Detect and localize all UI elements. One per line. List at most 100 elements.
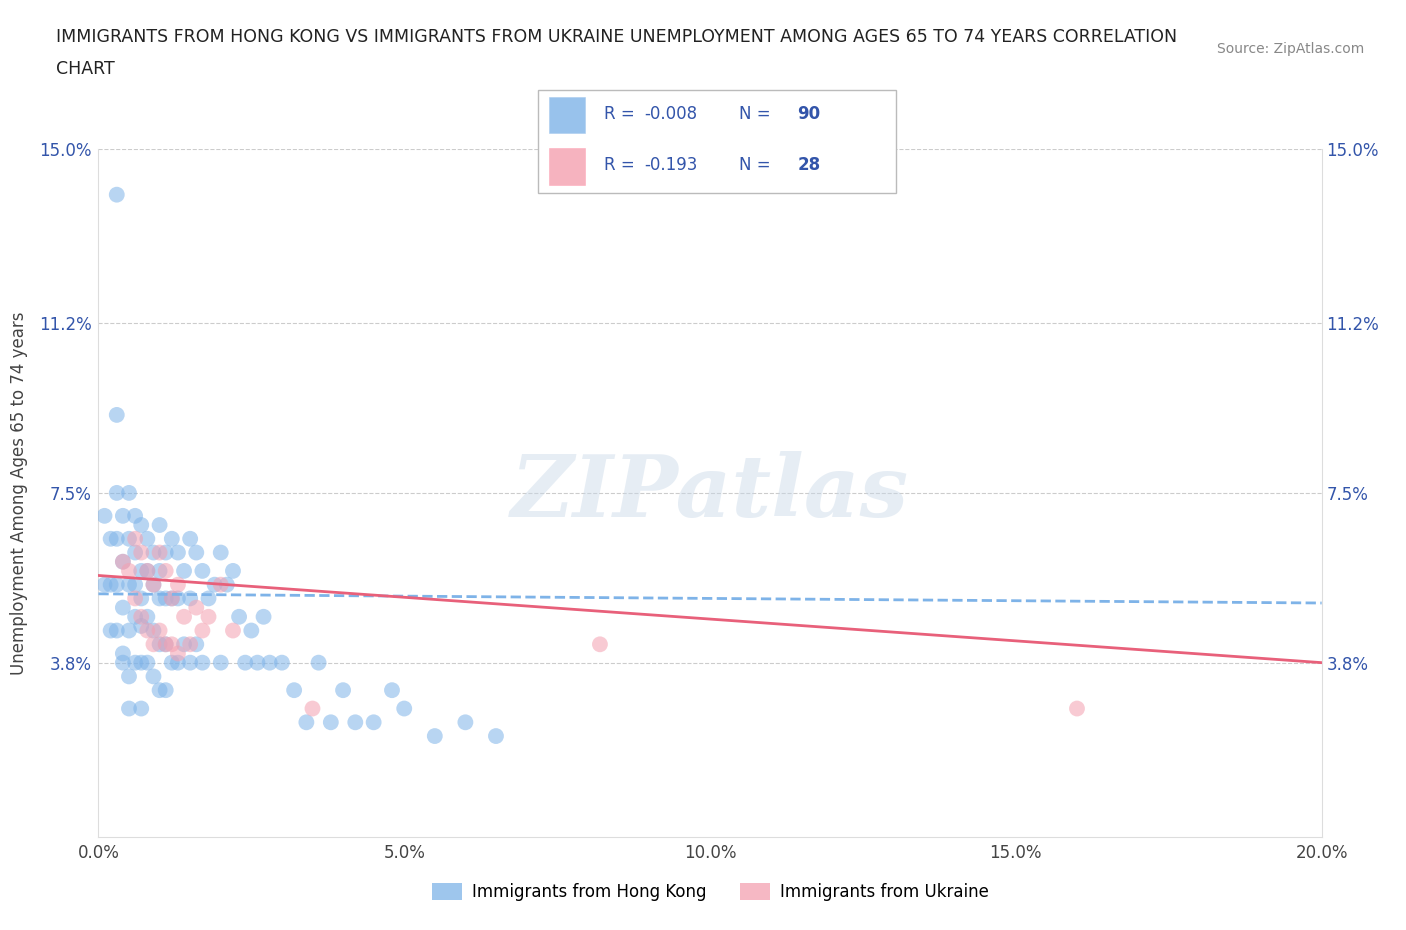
Point <box>136 564 159 578</box>
Point <box>93 578 115 592</box>
Point <box>301 701 323 716</box>
Point <box>179 637 201 652</box>
Point <box>173 564 195 578</box>
Point <box>111 554 134 569</box>
Point <box>191 564 214 578</box>
Point <box>155 637 177 652</box>
Point <box>136 609 159 624</box>
Point <box>124 591 146 605</box>
Point <box>129 609 152 624</box>
Point <box>186 600 208 615</box>
Point <box>129 701 152 716</box>
Point <box>124 545 146 560</box>
Point <box>160 591 183 605</box>
Text: -0.193: -0.193 <box>644 156 697 174</box>
Point <box>129 618 152 633</box>
Point <box>149 623 172 638</box>
Point <box>209 656 232 671</box>
Point <box>179 531 201 546</box>
Point <box>142 669 165 684</box>
Point <box>246 656 269 671</box>
Point <box>124 531 146 546</box>
Point <box>209 578 232 592</box>
Point <box>129 564 152 578</box>
Point <box>1066 701 1088 716</box>
Point <box>155 545 177 560</box>
Point <box>149 564 172 578</box>
Point <box>118 623 141 638</box>
Point <box>105 485 128 500</box>
Point <box>222 623 245 638</box>
Point <box>186 637 208 652</box>
Point <box>124 578 146 592</box>
Text: CHART: CHART <box>56 60 115 78</box>
Point <box>118 578 141 592</box>
Point <box>392 701 416 716</box>
Point <box>155 591 177 605</box>
Y-axis label: Unemployment Among Ages 65 to 74 years: Unemployment Among Ages 65 to 74 years <box>10 312 28 674</box>
Point <box>332 683 354 698</box>
Point <box>142 578 165 592</box>
Point <box>136 623 159 638</box>
Point <box>100 578 122 592</box>
Text: R =: R = <box>603 156 645 174</box>
Point <box>215 578 238 592</box>
Point <box>167 656 190 671</box>
Point <box>93 509 115 524</box>
Point <box>136 531 159 546</box>
Text: N =: N = <box>740 105 776 123</box>
Point <box>252 609 274 624</box>
Point <box>209 545 232 560</box>
Point <box>173 637 195 652</box>
Point <box>233 656 256 671</box>
Point <box>197 609 219 624</box>
Point <box>454 715 477 730</box>
Point <box>240 623 263 638</box>
Point <box>283 683 305 698</box>
Point <box>155 683 177 698</box>
Point <box>160 656 183 671</box>
Point <box>118 564 141 578</box>
Point <box>111 554 134 569</box>
Point <box>111 509 134 524</box>
Point <box>149 637 172 652</box>
FancyBboxPatch shape <box>548 148 585 184</box>
Point <box>142 623 165 638</box>
Point <box>319 715 342 730</box>
Point <box>270 656 292 671</box>
Text: 90: 90 <box>797 105 821 123</box>
Point <box>160 637 183 652</box>
Point <box>118 701 141 716</box>
Point <box>179 656 201 671</box>
Point <box>485 728 508 743</box>
Point <box>363 715 385 730</box>
Point <box>129 545 152 560</box>
Point <box>136 564 159 578</box>
Text: 28: 28 <box>797 156 821 174</box>
Point <box>129 518 152 533</box>
Point <box>124 509 146 524</box>
Point <box>118 669 141 684</box>
Point <box>344 715 367 730</box>
Point <box>191 656 214 671</box>
Point <box>589 637 612 652</box>
Point <box>179 591 201 605</box>
Point <box>167 646 190 661</box>
Point <box>295 715 318 730</box>
Point <box>111 646 134 661</box>
Point <box>160 591 183 605</box>
Text: -0.008: -0.008 <box>644 105 697 123</box>
Text: N =: N = <box>740 156 776 174</box>
Text: IMMIGRANTS FROM HONG KONG VS IMMIGRANTS FROM UKRAINE UNEMPLOYMENT AMONG AGES 65 : IMMIGRANTS FROM HONG KONG VS IMMIGRANTS … <box>56 28 1177 46</box>
Point <box>149 518 172 533</box>
Point <box>228 609 250 624</box>
Point <box>381 683 404 698</box>
Point <box>155 637 177 652</box>
Point <box>191 623 214 638</box>
Point <box>142 545 165 560</box>
Point <box>173 609 195 624</box>
Point <box>111 600 134 615</box>
Point <box>136 656 159 671</box>
Point <box>167 578 190 592</box>
Point <box>160 531 183 546</box>
